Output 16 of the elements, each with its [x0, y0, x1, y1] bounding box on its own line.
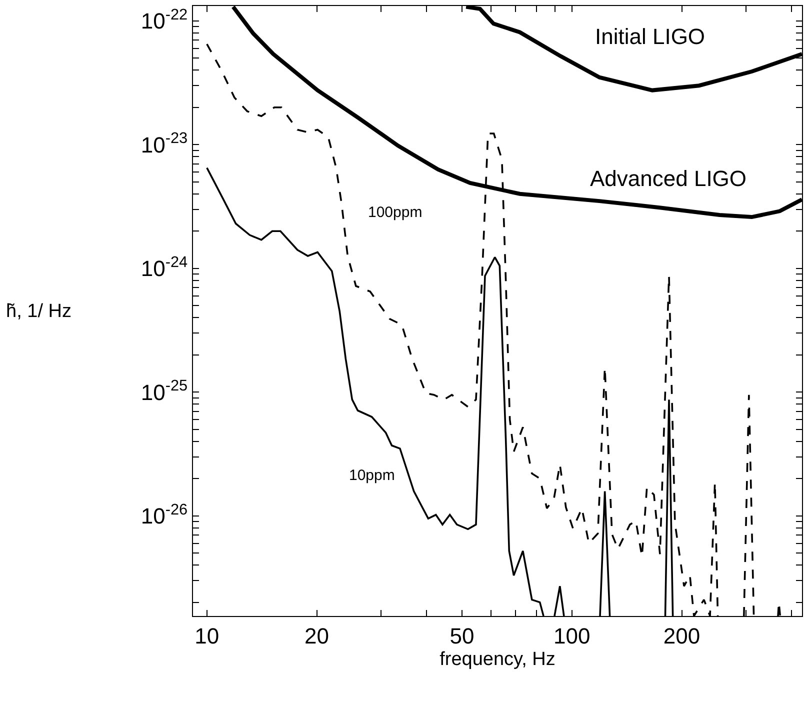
x-axis-title: frequency, Hz [440, 649, 556, 670]
annotation: 10ppm [349, 467, 395, 484]
annotation: 100ppm [368, 204, 422, 221]
y-tick-label: 10$^{-22}$ [140, 6, 188, 34]
annotation: Advanced LIGO [590, 166, 747, 191]
y-tick-label: 10$^{-24}$ [140, 254, 188, 282]
x-tick-label: 200 [663, 623, 700, 648]
y-tick-label: 10$^{-25}$ [140, 378, 188, 405]
y-axis-title: h̃, 1/ Hz [6, 301, 72, 322]
x-tick-label: 10 [194, 623, 220, 648]
x-tick-label: 20 [304, 623, 330, 648]
x-tick-label: 50 [450, 623, 474, 648]
annotation: Initial LIGO [595, 24, 706, 49]
y-tick-label: 10$^{-23}$ [140, 130, 188, 158]
y-tick-label: 10$^{-26}$ [140, 501, 188, 529]
x-tick-label: 100 [554, 623, 590, 648]
